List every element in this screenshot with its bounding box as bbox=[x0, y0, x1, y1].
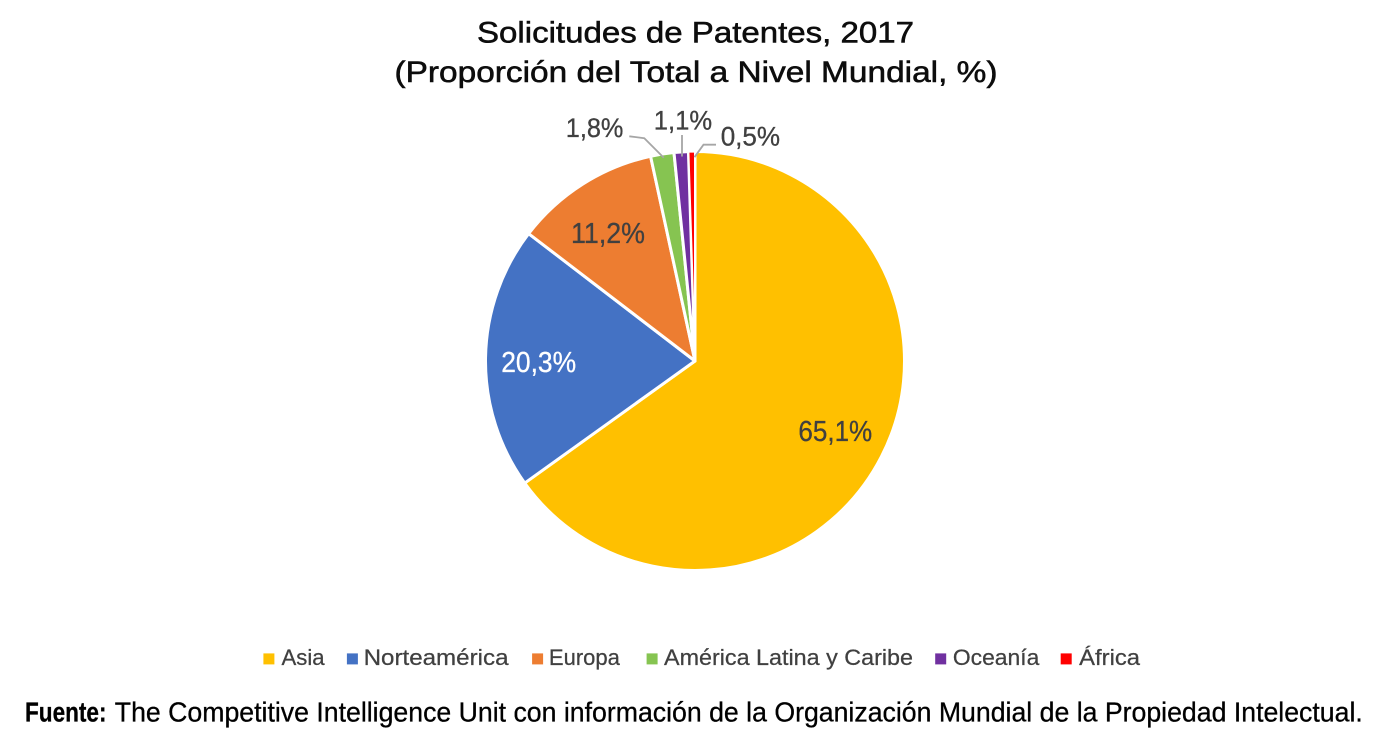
svg-text:Fuente:: Fuente: bbox=[25, 697, 107, 728]
svg-text:1,1%: 1,1% bbox=[654, 105, 712, 135]
svg-text:(Proporción del Total a Nivel: (Proporción del Total a Nivel Mundial, %… bbox=[395, 56, 998, 89]
svg-text:Europa: Europa bbox=[549, 645, 621, 670]
svg-text:América Latina y Caribe: América Latina y Caribe bbox=[664, 645, 913, 670]
svg-text:20,3%: 20,3% bbox=[501, 347, 576, 379]
svg-text:1,8%: 1,8% bbox=[566, 113, 624, 143]
svg-text:Asia: Asia bbox=[282, 645, 326, 670]
svg-text:0,5%: 0,5% bbox=[721, 122, 780, 152]
svg-text:Norteamérica: Norteamérica bbox=[364, 645, 510, 670]
svg-text:11,2%: 11,2% bbox=[571, 218, 645, 250]
svg-text:65,1%: 65,1% bbox=[798, 416, 872, 448]
svg-text:África: África bbox=[1079, 645, 1141, 670]
svg-text:The Competitive Intelligence U: The Competitive Intelligence Unit con in… bbox=[115, 697, 1363, 728]
svg-text:Oceanía: Oceanía bbox=[953, 645, 1040, 670]
svg-text:Solicitudes de Patentes, 2017: Solicitudes de Patentes, 2017 bbox=[477, 17, 914, 50]
